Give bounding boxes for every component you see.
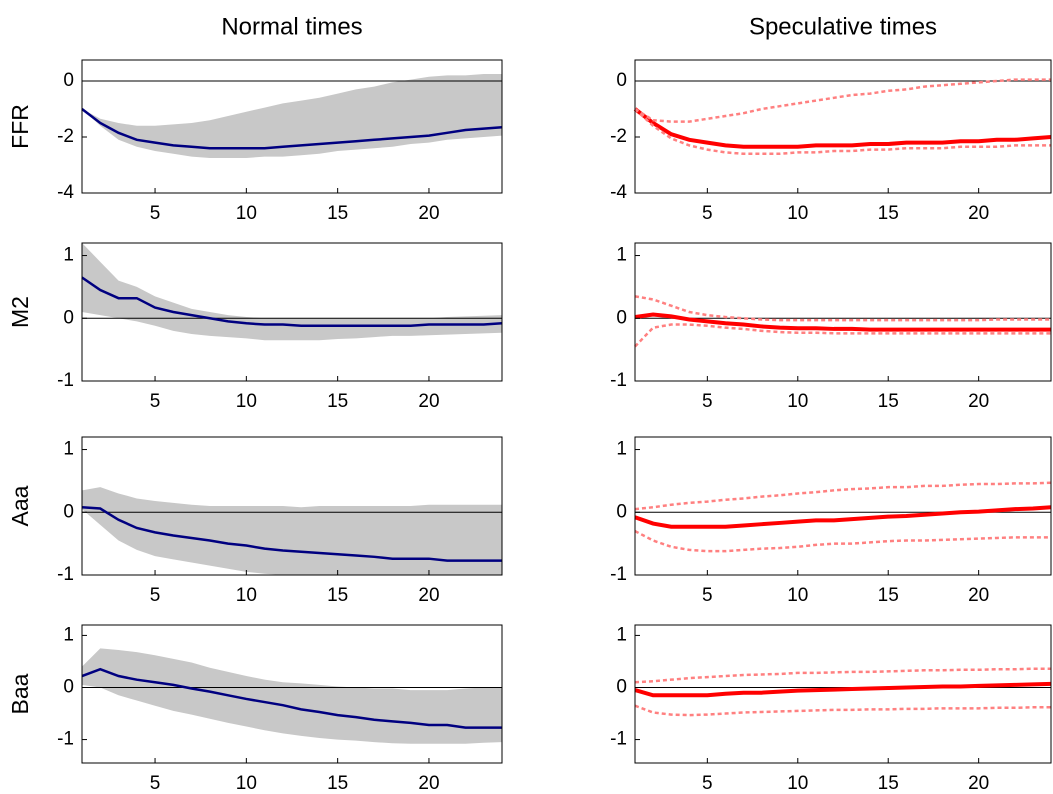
x-tick-label: 10 — [236, 391, 257, 412]
x-tick-label: 5 — [702, 391, 713, 412]
y-tick-label: 0 — [616, 677, 627, 698]
x-tick-label: 20 — [968, 585, 989, 606]
panel — [81, 243, 503, 341]
y-tick-label: 1 — [63, 439, 74, 460]
x-tick-label: 10 — [787, 203, 808, 224]
x-tick-label: 15 — [327, 773, 348, 794]
y-tick-label: 0 — [63, 70, 74, 91]
x-tick-label: 10 — [236, 773, 257, 794]
y-axis-label: Aaa — [7, 485, 33, 526]
x-tick-label: 20 — [418, 585, 439, 606]
x-tick-label: 20 — [418, 203, 439, 224]
y-tick-label: 0 — [63, 501, 74, 522]
bound-line — [634, 323, 1051, 348]
x-tick-label: 10 — [787, 391, 808, 412]
y-tick-label: 0 — [616, 70, 627, 91]
bound-line — [634, 667, 1051, 684]
y-axis-label: FFR — [7, 104, 33, 149]
bound-line — [634, 78, 1051, 123]
panel — [634, 295, 1051, 348]
bound-line — [634, 481, 1052, 511]
y-tick-label: -1 — [57, 564, 74, 585]
bound-line — [634, 108, 1051, 156]
x-tick-label: 15 — [327, 203, 348, 224]
response-line — [634, 312, 1051, 332]
x-tick-label: 15 — [878, 391, 899, 412]
panel — [81, 648, 502, 744]
plot-frame — [81, 624, 503, 764]
panel — [633, 78, 1052, 156]
x-tick-label: 20 — [968, 391, 989, 412]
x-tick-label: 20 — [968, 203, 989, 224]
response-line — [634, 681, 1052, 698]
y-tick-label: -1 — [57, 370, 74, 391]
response-line — [633, 107, 1052, 149]
x-tick-label: 5 — [150, 391, 161, 412]
x-tick-label: 15 — [327, 585, 348, 606]
response-line — [81, 506, 502, 562]
bound-line — [634, 295, 1051, 322]
y-tick-label: 1 — [63, 624, 74, 645]
panel — [634, 481, 1052, 553]
x-tick-label: 5 — [702, 773, 713, 794]
y-tick-label: 0 — [616, 307, 627, 328]
y-axis-label: M2 — [7, 296, 33, 328]
y-tick-label: 0 — [63, 677, 74, 698]
x-tick-label: 15 — [327, 391, 348, 412]
y-tick-label: -1 — [610, 370, 627, 391]
response-line — [81, 276, 503, 328]
y-tick-label: -1 — [57, 729, 74, 750]
confidence-band — [82, 487, 502, 575]
column-title: Speculative times — [749, 13, 937, 40]
x-tick-label: 10 — [236, 585, 257, 606]
y-tick-label: 1 — [616, 439, 627, 460]
y-tick-label: 1 — [63, 245, 74, 266]
y-tick-label: -2 — [57, 126, 74, 147]
x-tick-label: 15 — [878, 203, 899, 224]
y-tick-label: -1 — [610, 729, 627, 750]
y-tick-label: -4 — [57, 182, 74, 203]
plot-frame — [81, 242, 503, 382]
y-tick-label: -1 — [610, 564, 627, 585]
response-line — [81, 108, 503, 150]
response-line — [81, 667, 502, 729]
panel — [81, 487, 502, 575]
bound-line — [634, 529, 1051, 553]
x-tick-label: 5 — [150, 773, 161, 794]
x-tick-label: 5 — [150, 585, 161, 606]
panel — [634, 667, 1052, 717]
response-line — [634, 505, 1052, 529]
x-tick-label: 15 — [878, 773, 899, 794]
x-tick-label: 10 — [787, 585, 808, 606]
bound-line — [634, 704, 1051, 717]
confidence-band — [82, 243, 502, 341]
x-tick-label: 15 — [878, 585, 899, 606]
x-tick-label: 10 — [787, 773, 808, 794]
y-tick-label: 1 — [616, 624, 627, 645]
plot-frame — [634, 59, 1052, 194]
column-title: Normal times — [221, 13, 362, 40]
plot-frame — [634, 624, 1052, 764]
x-tick-label: 5 — [702, 585, 713, 606]
x-tick-label: 20 — [418, 773, 439, 794]
y-axis-label: Baa — [7, 673, 33, 714]
y-tick-label: 1 — [616, 245, 627, 266]
x-tick-label: 20 — [968, 773, 989, 794]
panel — [81, 74, 503, 158]
x-tick-label: 5 — [150, 203, 161, 224]
y-tick-label: 0 — [63, 307, 74, 328]
plot-frame — [634, 242, 1052, 382]
x-tick-label: 5 — [702, 203, 713, 224]
y-tick-label: 0 — [616, 501, 627, 522]
confidence-band — [82, 648, 502, 744]
y-tick-label: -2 — [610, 126, 627, 147]
plot-frame — [81, 59, 503, 194]
y-tick-label: -4 — [610, 182, 627, 203]
x-tick-label: 20 — [418, 391, 439, 412]
plot-frame — [81, 436, 503, 576]
plot-frame — [634, 436, 1052, 576]
x-tick-label: 10 — [236, 203, 257, 224]
